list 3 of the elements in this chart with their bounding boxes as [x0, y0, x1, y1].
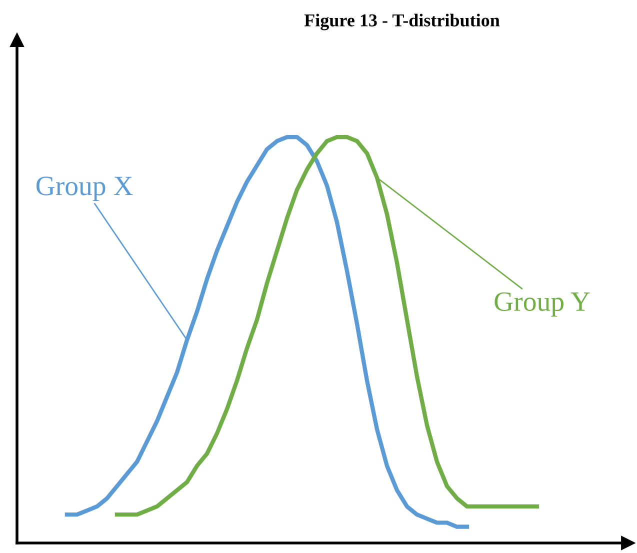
chart-title: Figure 13 - T-distribution	[304, 14, 500, 30]
text: Group Y	[494, 292, 590, 317]
text: Group X	[36, 176, 133, 201]
